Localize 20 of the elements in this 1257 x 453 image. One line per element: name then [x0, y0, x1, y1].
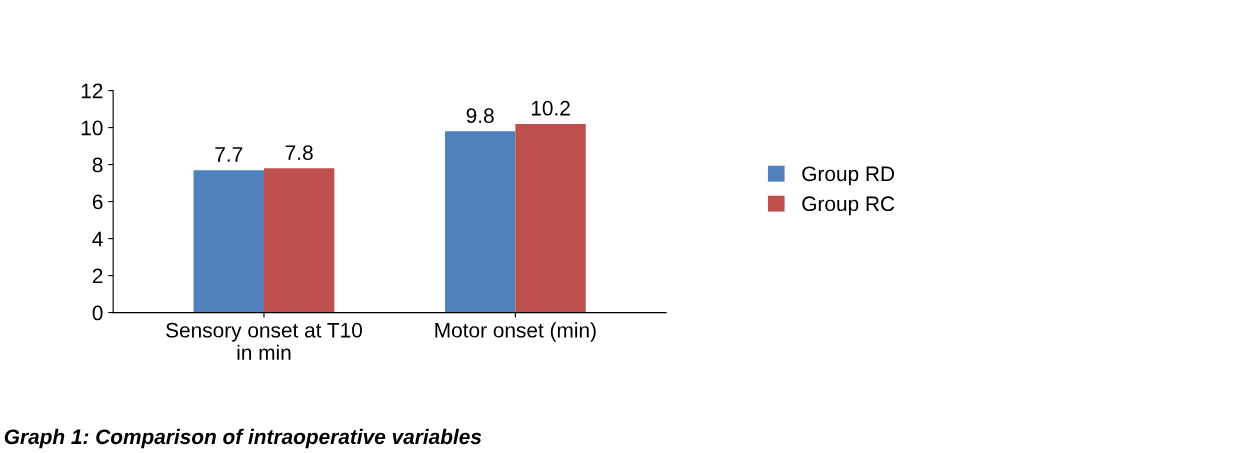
bar [444, 131, 516, 313]
data-label: 7.7 [215, 147, 243, 162]
bar [263, 168, 335, 313]
y-tick-label: 2 [92, 268, 103, 284]
y-tick-label: 6 [92, 194, 103, 210]
y-tick-label: 0 [92, 305, 103, 321]
y-tick-label: 10 [81, 120, 103, 136]
y-tick-label: 8 [92, 157, 103, 173]
caption: Graph 1: Comparison of intraoperative variables [4, 428, 482, 449]
legend-label: Group RD [802, 166, 895, 186]
data-label: 10.2 [531, 100, 570, 116]
data-label: 9.8 [466, 108, 494, 124]
y-tick-label: 4 [92, 231, 103, 247]
x-tick-label: Sensory onset at T10 in min [166, 322, 362, 360]
bar [193, 170, 264, 313]
legend-label: Group RC [802, 196, 895, 216]
bar [515, 123, 586, 313]
data-label: 7.8 [285, 145, 313, 160]
y-tick-label: 12 [81, 83, 103, 99]
x-tick-label: Motor onset (min) [435, 322, 596, 342]
